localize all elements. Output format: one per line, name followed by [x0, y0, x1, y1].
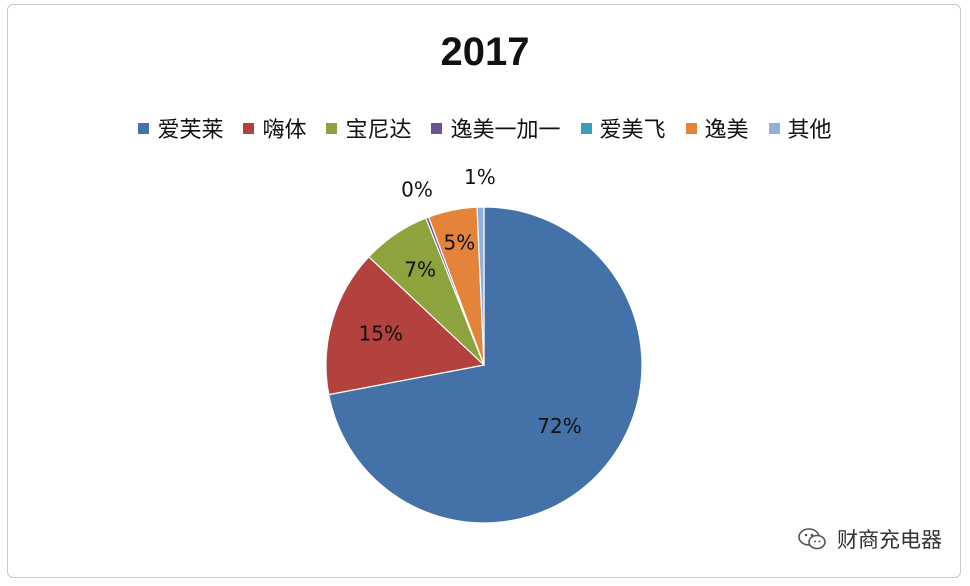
legend-swatch	[138, 122, 150, 134]
pie-slice	[476, 206, 485, 366]
legend-swatch	[768, 122, 780, 134]
data-label: 15%	[359, 322, 403, 346]
legend-label: 爱芙莱	[157, 118, 224, 143]
chart-title: 2017	[440, 30, 530, 74]
legend-swatch	[580, 122, 592, 134]
data-label: 7%	[404, 257, 436, 281]
data-label: 72%	[537, 414, 581, 438]
watermark-text: 财商充电器	[837, 528, 942, 552]
legend-swatch	[326, 122, 338, 134]
legend-item: 逸美一加一	[431, 112, 561, 144]
legend-item: 爱芙莱	[138, 112, 223, 144]
pie-slice	[325, 255, 486, 396]
legend-item: 宝尼达	[326, 112, 411, 144]
legend-swatch	[431, 122, 443, 134]
data-label: 1%	[464, 165, 496, 189]
legend: 爱芙莱 嗨体 宝尼达 逸美一加一 爱美飞 逸美 其他	[0, 112, 970, 144]
legend-label: 嗨体	[262, 118, 307, 143]
pie-slice	[328, 206, 643, 524]
legend-item: 其他	[768, 112, 832, 144]
legend-swatch	[685, 122, 697, 134]
legend-label: 宝尼达	[345, 118, 412, 143]
watermark: 财商充电器	[797, 524, 942, 554]
legend-item: 逸美	[685, 112, 749, 144]
legend-label: 逸美	[704, 118, 749, 143]
legend-item: 爱美飞	[580, 112, 666, 144]
legend-label: 逸美一加一	[450, 118, 561, 143]
data-label: 0%	[401, 178, 433, 202]
legend-label: 爱美飞	[599, 118, 666, 143]
legend-label: 其他	[787, 118, 832, 143]
data-label: 5%	[444, 231, 476, 255]
legend-swatch	[243, 122, 255, 134]
wechat-icon	[798, 528, 826, 550]
legend-item: 嗨体	[243, 112, 306, 144]
